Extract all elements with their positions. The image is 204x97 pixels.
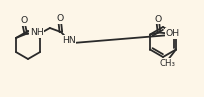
Text: OH: OH [165,29,179,38]
Text: HN: HN [62,36,75,45]
Text: O: O [20,16,27,25]
Text: CH₃: CH₃ [159,59,175,68]
Text: NH: NH [30,28,43,37]
Text: O: O [154,14,161,23]
Text: O: O [56,14,63,23]
